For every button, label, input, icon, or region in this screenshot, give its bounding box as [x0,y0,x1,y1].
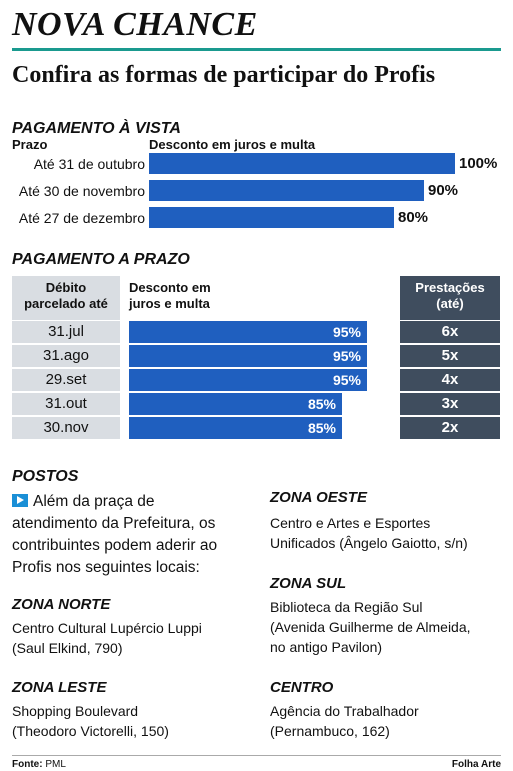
footer-rule [12,755,501,756]
zone-name: ZONA NORTE [12,596,111,613]
section-title-pagamento-prazo: PAGAMENTO A PRAZO [12,251,190,268]
bar [129,393,342,415]
bar [149,153,455,174]
bar-label: Até 30 de novembro [18,183,145,199]
header-debito-line2: parcelado até [24,296,108,311]
header-prazo: Prazo [12,137,48,152]
bar-value-label: 85% [307,396,336,412]
bar [129,345,367,367]
postos-intro-line: atendimento da Prefeitura, os [12,515,216,532]
zone-oeste: ZONA OESTE Centro e Artes e Esportes Uni… [270,489,468,553]
source-label: Fonte: [12,759,43,770]
source-value: PML [45,759,66,770]
zone-line: no antigo Pavilon) [270,639,383,655]
zone-name: CENTRO [270,679,334,696]
zone-name: ZONA SUL [270,575,347,592]
bar-value-label: 95% [332,324,361,340]
zone-line: (Pernambuco, 162) [270,723,390,739]
footer-source: Fonte: PML [12,759,66,771]
zone-line: Centro e Artes e Esportes [270,515,431,531]
arrow-right-icon [12,494,28,507]
postos-intro-line: Profis nos seguintes locais: [12,559,200,576]
page-title: NOVA CHANCE [12,6,258,43]
bar-value-label: 85% [307,420,336,436]
header-cell-prestacoes: Prestações (até) [400,276,500,320]
bar-label: Até 27 de dezembro [18,210,145,226]
postos-intro-line: Além da praça de [12,491,217,513]
footer-credit: Folha Arte [451,759,501,770]
header-debito-line1: Débito [45,280,87,295]
zone-norte: ZONA NORTE Centro Cultural Lupércio Lupp… [12,596,202,658]
zone-line: Biblioteca da Região Sul [270,599,423,615]
bar-value-label: 95% [332,372,361,388]
postos-intro-line: contribuintes podem aderir ao [12,537,218,554]
zone-line: Agência do Trabalhador [270,703,419,719]
header-desconto-line1: Desconto em [129,280,211,295]
bar [149,207,394,228]
zone-line: (Saul Elkind, 790) [12,640,123,656]
section-title-postos: POSTOS [12,468,79,485]
table-cell-date: 31.jul [12,321,120,343]
bar [149,180,424,201]
table-cell-date: 31.ago [12,345,120,367]
table-cell-installments: 2x [400,417,500,439]
page-subtitle: Confira as formas de participar do Profi… [12,62,436,88]
header-desconto: Desconto em juros e multa [149,137,316,152]
table-cell-date: 31.out [12,393,120,415]
header-prestacoes-line1: Prestações [415,280,485,295]
zone-line: Centro Cultural Lupércio Luppi [12,620,202,636]
header-cell-debito: Débito parcelado até [12,276,120,320]
bar-value-label: 80% [398,209,429,226]
bar-value-label: 90% [428,182,459,199]
section-title-pagamento-vista: PAGAMENTO À VISTA [12,120,181,137]
table-cell-date: 29.set [12,369,120,391]
bar [129,321,367,343]
table-cell-installments: 6x [400,321,500,343]
bar [129,369,367,391]
title-rule [12,48,501,51]
zone-line: (Avenida Guilherme de Almeida, [270,619,471,635]
bar-value-label: 95% [332,348,361,364]
zone-centro: CENTRO Agência do Trabalhador (Pernambuc… [270,679,419,741]
table-cell-date: 30.nov [12,417,120,439]
zone-name: ZONA OESTE [270,489,367,506]
header-prestacoes-line2: (até) [436,296,464,311]
postos-intro: Além da praça de atendimento da Prefeitu… [12,491,217,579]
bar-value-label: 100% [459,155,498,172]
header-desconto-line2: juros e multa [129,296,210,311]
bar-label: Até 31 de outubro [33,156,145,172]
table-cell-installments: 3x [400,393,500,415]
zone-line: (Theodoro Victorelli, 150) [12,723,169,739]
zone-line: Shopping Boulevard [12,703,139,719]
table-cell-installments: 5x [400,345,500,367]
table-cell-installments: 4x [400,369,500,391]
zone-leste: ZONA LESTE Shopping Boulevard (Theodoro … [12,679,169,741]
zone-name: ZONA LESTE [12,679,107,696]
header-cell-desconto: Desconto em juros e multa [129,280,211,312]
zone-line: Unificados (Ângelo Gaiotto, s/n) [270,535,468,551]
zone-sul: ZONA SUL Biblioteca da Região Sul (Aveni… [270,575,471,657]
bar [129,417,342,439]
